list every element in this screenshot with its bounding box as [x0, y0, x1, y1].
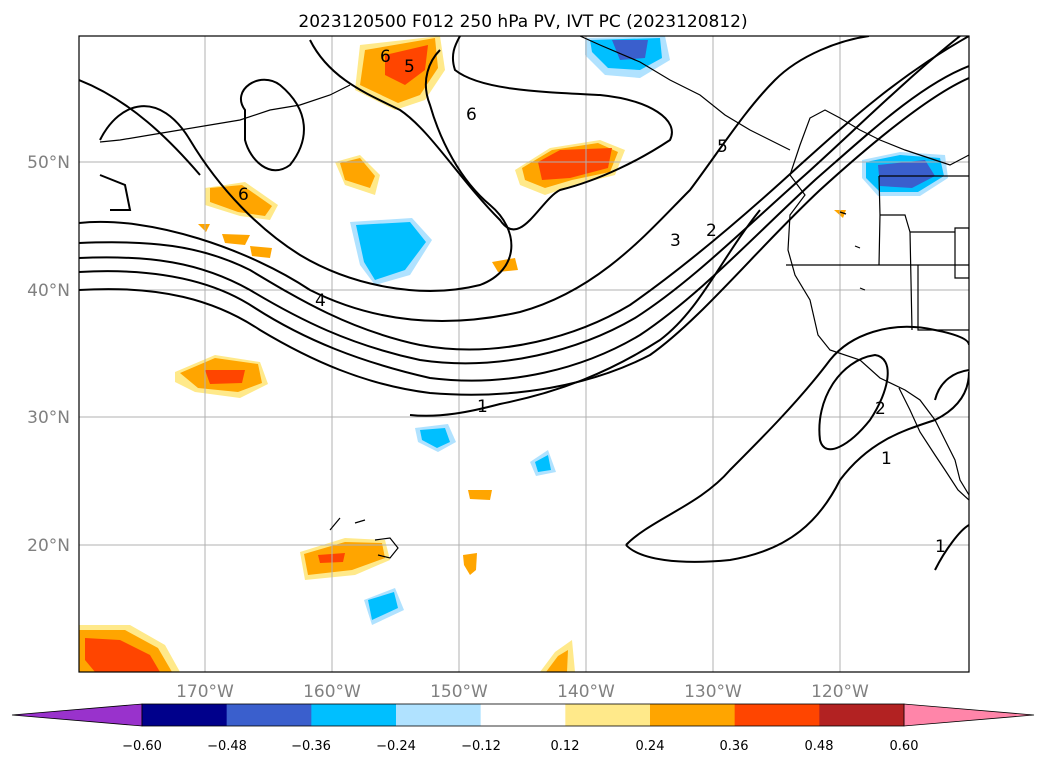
colorbar-segment [396, 704, 482, 726]
lon-label: 120°W [811, 682, 869, 702]
figure-title: 2023120500 F012 250 hPa PV, IVT PC (2023… [298, 12, 747, 32]
shade-blob [385, 45, 428, 85]
lat-label: 20°N [27, 536, 70, 556]
lat-label: 30°N [27, 408, 70, 428]
shade-blob [463, 553, 477, 575]
contour-label: 5 [404, 57, 415, 77]
colorbar-tick-label: 0.48 [805, 739, 834, 754]
lon-label: 160°W [303, 682, 361, 702]
colorbar-extend-left [11, 703, 143, 727]
contour-label: 6 [466, 105, 477, 125]
colorbar-ticks: −0.60 −0.48 −0.36 −0.24 −0.12 0.12 0.24 … [122, 739, 918, 754]
shade-blob [612, 40, 648, 60]
contour-label: 3 [670, 231, 681, 251]
lon-label: 150°W [430, 682, 488, 702]
coastlines [99, 36, 969, 559]
colorbar-tick-label: −0.48 [207, 739, 247, 754]
colorbar-segment [226, 704, 312, 726]
contour-label: 4 [315, 291, 326, 311]
colorbar-outline [141, 703, 905, 727]
colorbar-tick-label: 0.24 [636, 739, 665, 754]
lon-label: 130°W [684, 682, 742, 702]
lat-label: 40°N [27, 281, 70, 301]
pv-shading [79, 36, 948, 672]
shade-blob [340, 158, 375, 188]
contour-labels: 6 5 6 5 4 3 2 1 2 1 1 6 [238, 47, 946, 557]
colorbar-tick-label: −0.12 [461, 739, 501, 754]
colorbar-tick-label: 0.12 [551, 739, 580, 754]
shade-blob [356, 222, 426, 280]
colorbar-segment [480, 704, 566, 726]
colorbar-segment [734, 704, 820, 726]
contour-label: 1 [881, 449, 892, 469]
colorbar-segment [311, 704, 397, 726]
shade-blob [878, 160, 935, 188]
lat-label: 50°N [27, 153, 70, 173]
map: 6 5 6 5 4 3 2 1 2 1 1 6 [78, 35, 970, 673]
shade-blob [85, 638, 160, 672]
contour-label: 6 [380, 47, 391, 67]
colorbar-extend-right [903, 703, 1035, 727]
contour-label: 2 [875, 399, 886, 419]
colorbar-segments [142, 704, 905, 726]
lon-label: 140°W [557, 682, 615, 702]
colorbar-segment [565, 704, 651, 726]
shade-blob [304, 542, 385, 575]
lon-label: 170°W [176, 682, 234, 702]
shade-blob [420, 428, 450, 448]
colorbar-segment [650, 704, 736, 726]
shade-blob [198, 224, 272, 258]
ivt-contours [79, 36, 969, 571]
shade-blob [205, 370, 245, 384]
colorbar-tick-label: −0.60 [122, 739, 162, 754]
contour-label: 1 [935, 537, 946, 557]
shade-blob [368, 592, 398, 620]
contour-label: 6 [238, 185, 249, 205]
colorbar-segment [819, 704, 905, 726]
colorbar-tick-label: 0.36 [720, 739, 749, 754]
shade-blob [535, 455, 551, 472]
shade-blob [210, 185, 272, 216]
colorbar-tick-label: −0.36 [291, 739, 331, 754]
map-frame [78, 35, 970, 673]
colorbar: −0.60 −0.48 −0.36 −0.24 −0.12 0.12 0.24 … [11, 703, 1035, 754]
colorbar-tick-label: −0.24 [376, 739, 416, 754]
colorbar-tick-label: 0.60 [890, 739, 919, 754]
shade-blob [538, 148, 612, 180]
lon-labels: 170°W 160°W 150°W 140°W 130°W 120°W [176, 682, 869, 702]
shade-blob [468, 490, 492, 500]
contour-label: 1 [477, 397, 488, 417]
contour-label: 2 [706, 221, 717, 241]
lat-labels: 50°N 40°N 30°N 20°N [27, 153, 70, 556]
map-background [79, 36, 969, 672]
contour-label: 5 [717, 137, 728, 157]
shade-blob [546, 650, 568, 672]
colorbar-segment [142, 704, 228, 726]
